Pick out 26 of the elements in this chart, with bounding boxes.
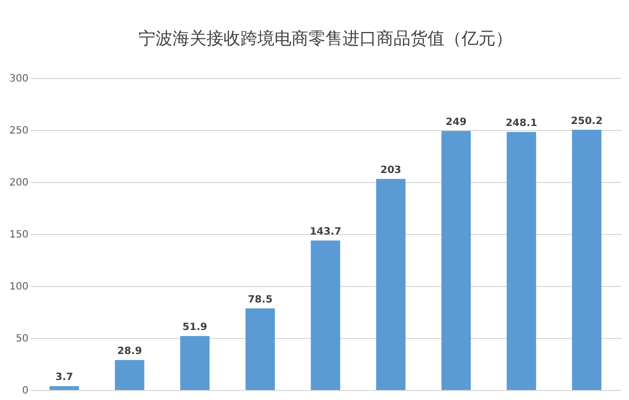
data-label: 143.7 xyxy=(310,226,342,238)
data-label: 51.9 xyxy=(182,322,208,334)
y-tick-label: 150 xyxy=(9,230,28,240)
y-tick-label: 200 xyxy=(9,178,28,188)
bar xyxy=(441,131,471,390)
bar xyxy=(180,336,210,390)
bar xyxy=(572,130,602,390)
data-label: 250.2 xyxy=(570,116,603,127)
y-tick-label: 300 xyxy=(9,74,28,84)
y-tick-label: 250 xyxy=(9,126,28,136)
bar xyxy=(246,308,275,390)
bar xyxy=(376,178,406,390)
y-tick-label: 50 xyxy=(16,334,28,344)
data-label: 3.7 xyxy=(55,372,74,384)
data-label: 78.5 xyxy=(248,294,273,306)
data-label: 203 xyxy=(380,164,402,176)
chart-title: 宁波海关接收跨境电商零售进口商品货值（亿元） xyxy=(138,29,512,49)
bar xyxy=(50,386,79,390)
bar xyxy=(114,360,144,390)
data-label: 28.9 xyxy=(117,346,142,357)
data-label: 249 xyxy=(446,117,467,128)
y-tick-label: 100 xyxy=(9,282,28,292)
bar xyxy=(506,132,536,390)
y-tick-label: 0 xyxy=(22,386,28,396)
bar xyxy=(310,240,340,390)
data-label: 248.1 xyxy=(506,118,538,129)
